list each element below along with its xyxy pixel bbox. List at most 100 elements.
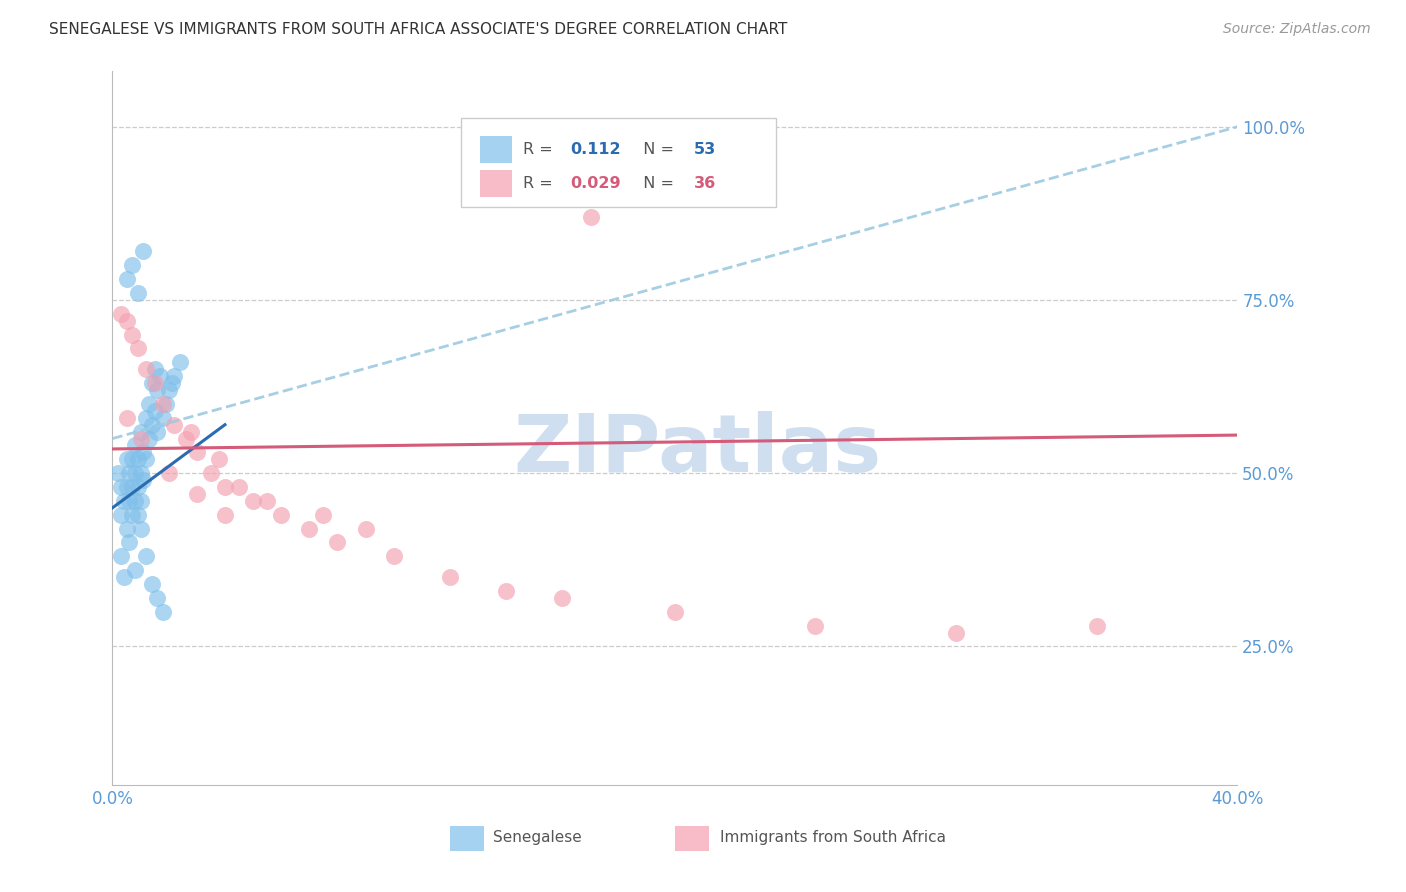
Point: [208, 452, 231, 467]
Point: [495, 584, 517, 599]
Point: [354, 522, 377, 536]
Point: [146, 425, 169, 439]
Point: [551, 591, 574, 605]
Point: [132, 445, 155, 459]
Point: [124, 466, 146, 480]
FancyBboxPatch shape: [461, 118, 776, 207]
Point: [138, 397, 160, 411]
Point: [298, 522, 321, 536]
Point: [115, 480, 138, 494]
Text: Source: ZipAtlas.com: Source: ZipAtlas.com: [1223, 22, 1371, 37]
Point: [107, 466, 129, 480]
Point: [124, 494, 146, 508]
Point: [152, 397, 174, 411]
Point: [186, 487, 208, 501]
Point: [163, 417, 186, 432]
Point: [141, 417, 163, 432]
Point: [115, 314, 138, 328]
Point: [118, 494, 141, 508]
Point: [312, 508, 335, 522]
Point: [143, 362, 166, 376]
Point: [157, 383, 180, 397]
Bar: [481, 169, 512, 197]
Text: N =: N =: [633, 143, 679, 157]
Point: [138, 432, 160, 446]
Point: [121, 258, 143, 272]
Point: [129, 494, 152, 508]
Text: N =: N =: [633, 176, 679, 191]
Point: [129, 432, 152, 446]
Point: [579, 210, 602, 224]
Point: [200, 466, 222, 480]
Point: [110, 508, 132, 522]
Point: [1085, 618, 1108, 632]
Point: [214, 508, 236, 522]
Text: R =: R =: [523, 176, 558, 191]
Point: [121, 480, 143, 494]
Point: [141, 376, 163, 391]
Point: [804, 618, 827, 632]
Point: [124, 563, 146, 577]
Point: [129, 425, 152, 439]
Point: [132, 473, 155, 487]
Point: [152, 410, 174, 425]
Text: SENEGALESE VS IMMIGRANTS FROM SOUTH AFRICA ASSOCIATE'S DEGREE CORRELATION CHART: SENEGALESE VS IMMIGRANTS FROM SOUTH AFRI…: [49, 22, 787, 37]
Point: [121, 508, 143, 522]
Point: [121, 327, 143, 342]
Point: [180, 425, 202, 439]
Point: [132, 244, 155, 259]
Point: [152, 605, 174, 619]
Point: [135, 452, 157, 467]
Point: [157, 466, 180, 480]
Point: [127, 452, 149, 467]
Point: [115, 410, 138, 425]
Text: 36: 36: [695, 176, 716, 191]
Point: [112, 570, 135, 584]
Point: [270, 508, 292, 522]
Point: [143, 404, 166, 418]
Point: [118, 535, 141, 549]
Point: [110, 480, 132, 494]
Point: [110, 549, 132, 564]
Text: Senegalese: Senegalese: [492, 830, 582, 846]
Point: [135, 362, 157, 376]
Point: [110, 307, 132, 321]
Point: [382, 549, 405, 564]
Point: [143, 376, 166, 391]
Point: [115, 452, 138, 467]
Point: [228, 480, 250, 494]
Point: [169, 355, 191, 369]
Point: [326, 535, 349, 549]
Point: [439, 570, 461, 584]
Point: [141, 577, 163, 591]
Point: [129, 522, 152, 536]
Point: [214, 480, 236, 494]
Text: 0.112: 0.112: [571, 143, 621, 157]
Point: [174, 432, 197, 446]
Point: [118, 466, 141, 480]
Bar: [675, 826, 709, 851]
Point: [129, 466, 152, 480]
Point: [124, 438, 146, 452]
Point: [155, 397, 177, 411]
Text: 53: 53: [695, 143, 716, 157]
Point: [160, 376, 183, 391]
Point: [186, 445, 208, 459]
Point: [242, 494, 264, 508]
Point: [127, 508, 149, 522]
Point: [127, 480, 149, 494]
Text: 0.029: 0.029: [571, 176, 621, 191]
Point: [163, 369, 186, 384]
Text: ZIPatlas: ZIPatlas: [513, 410, 882, 489]
Point: [146, 383, 169, 397]
Point: [146, 591, 169, 605]
Point: [149, 369, 172, 384]
Point: [127, 342, 149, 356]
Point: [256, 494, 278, 508]
Point: [135, 410, 157, 425]
Point: [121, 452, 143, 467]
Text: R =: R =: [523, 143, 558, 157]
Text: Immigrants from South Africa: Immigrants from South Africa: [720, 830, 946, 846]
Point: [115, 522, 138, 536]
Point: [664, 605, 686, 619]
